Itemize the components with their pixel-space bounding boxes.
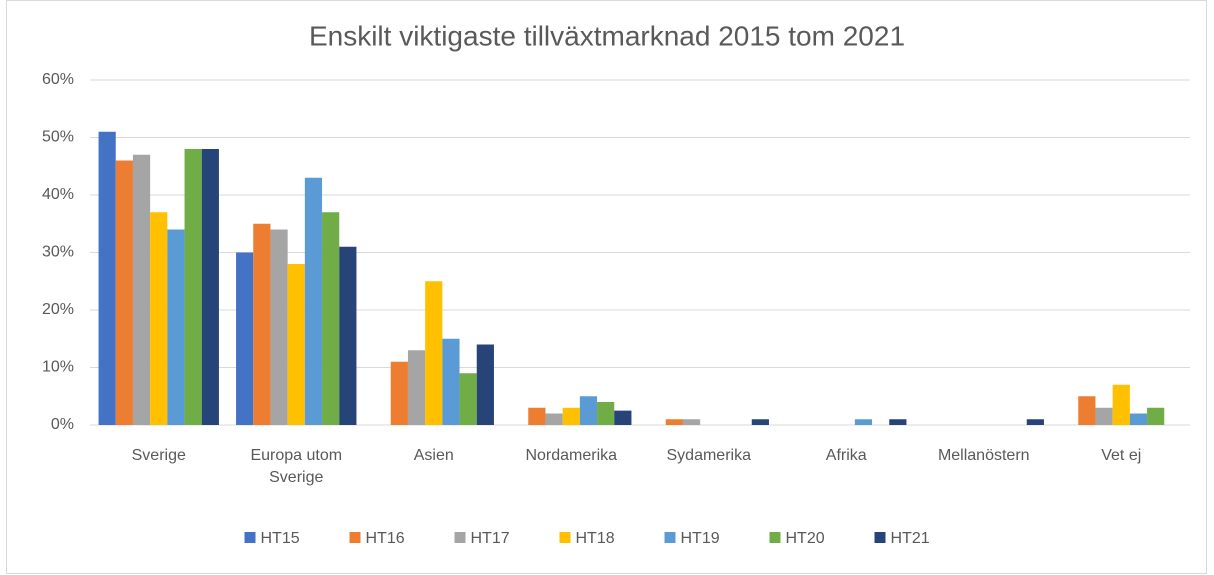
bar — [167, 229, 185, 425]
legend-swatch — [664, 532, 676, 543]
y-tick-label: 10% — [42, 359, 74, 376]
y-tick-label: 60% — [42, 71, 74, 88]
bar — [390, 361, 408, 425]
bar — [751, 419, 769, 425]
bar — [614, 410, 632, 425]
bar — [407, 350, 426, 425]
y-tick-label: 20% — [42, 301, 74, 318]
bar — [597, 402, 615, 425]
bar — [889, 419, 907, 425]
legend-label: HT16 — [366, 530, 405, 547]
bar — [1078, 396, 1096, 425]
bar — [270, 229, 288, 425]
bar — [132, 154, 151, 425]
bar — [287, 264, 305, 425]
bar — [1147, 407, 1165, 425]
bar — [528, 407, 546, 425]
x-tick-label: Mellanöstern — [937, 447, 1030, 464]
bar — [150, 212, 168, 425]
x-tick-label: Sydamerika — [666, 447, 751, 464]
bar — [1129, 413, 1148, 425]
legend-label: HT18 — [576, 530, 615, 547]
y-tick-label: 0% — [51, 416, 74, 433]
x-tick-label: Asien — [413, 447, 454, 464]
bar — [545, 413, 563, 425]
legend-label: HT20 — [786, 530, 825, 547]
legend-label: HT15 — [261, 530, 300, 547]
bar — [459, 373, 477, 425]
legend-swatch — [349, 532, 361, 543]
bar — [665, 419, 683, 425]
bar — [682, 419, 701, 425]
bar — [476, 344, 494, 425]
bar — [425, 281, 443, 425]
legend-swatch — [769, 532, 781, 543]
bar — [442, 338, 460, 425]
legend-swatch — [559, 532, 571, 543]
bar — [339, 246, 357, 425]
bar — [115, 160, 133, 425]
bar — [322, 212, 340, 425]
bar — [201, 149, 219, 425]
bar — [562, 407, 580, 425]
y-tick-label: 40% — [42, 186, 74, 203]
bar — [579, 396, 598, 425]
bar — [854, 419, 873, 425]
legend-swatch — [244, 532, 256, 543]
legend-label: HT17 — [471, 530, 510, 547]
bar — [98, 131, 116, 425]
bar — [304, 177, 323, 425]
legend-label: HT19 — [681, 530, 720, 547]
bar — [1026, 419, 1044, 425]
chart-title: Enskilt viktigaste tillväxtmarknad 2015 … — [309, 20, 905, 51]
legend-label: HT21 — [891, 530, 930, 547]
bar — [1095, 407, 1113, 425]
legend-swatch — [454, 532, 466, 543]
x-tick-label: Vet ej — [1101, 447, 1142, 464]
bar — [1112, 384, 1130, 425]
x-tick-label: Nordamerika — [525, 447, 618, 464]
legend-swatch — [874, 532, 886, 543]
y-tick-label: 50% — [42, 129, 74, 146]
x-tick-label: Sverige — [131, 447, 186, 464]
bar — [184, 149, 202, 425]
bar — [236, 252, 254, 425]
x-tick-label: Afrika — [825, 447, 867, 464]
x-tick-label: Europa utom Sverige — [250, 447, 343, 486]
bar — [253, 223, 271, 425]
y-tick-label: 30% — [42, 244, 74, 261]
